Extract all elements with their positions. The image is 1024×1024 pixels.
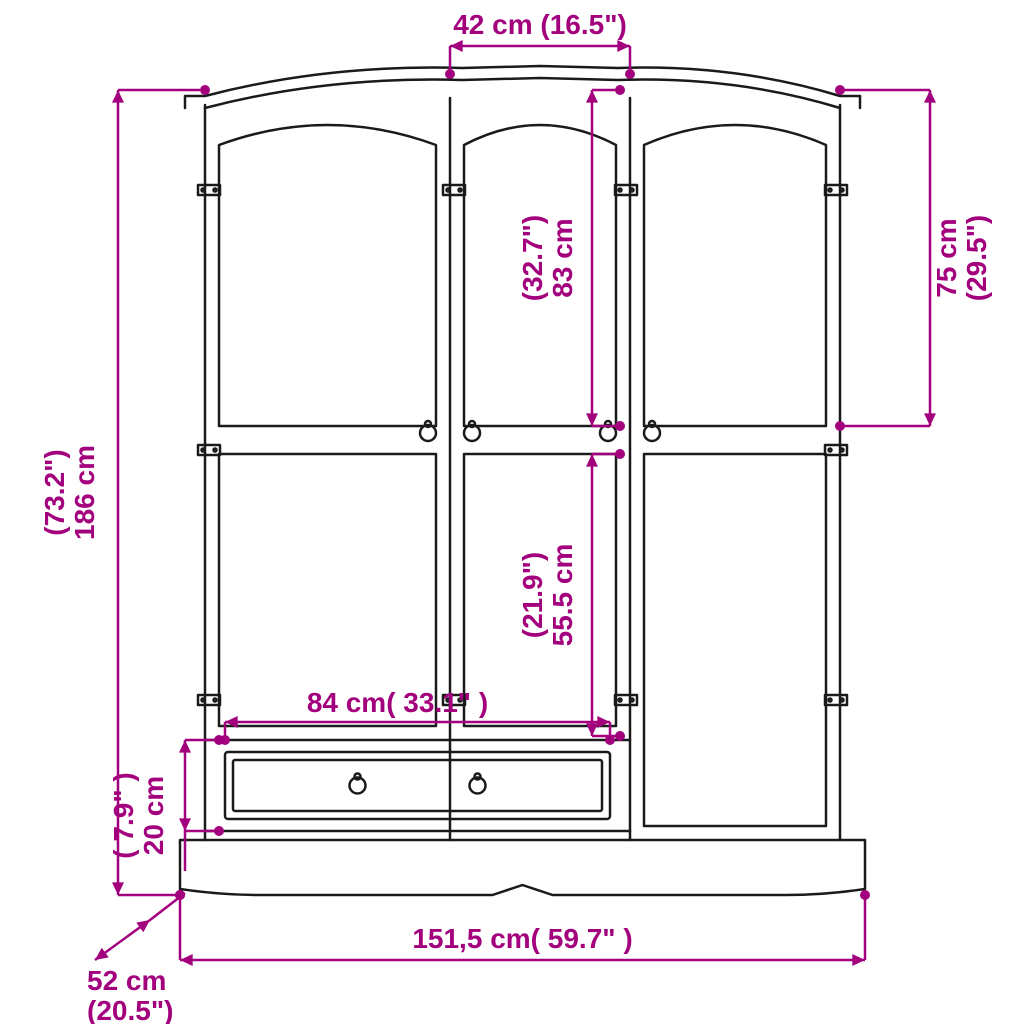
dim-total-height-cm: 186 cm: [69, 445, 100, 540]
dim-drawer-h-in: ( 7.9" ): [108, 772, 139, 858]
dim-upper-h-cm: 83 cm: [547, 218, 578, 297]
dim-depth-cm: 52 cm: [87, 965, 166, 996]
dim-upper-h-in: (32.7"): [517, 215, 548, 301]
dim-drawer-width: 84 cm( 33.1" ): [307, 687, 488, 718]
dim-lower-h-in: (21.9"): [517, 552, 548, 638]
dim-right-h-cm: 75 cm: [931, 218, 962, 297]
dim-depth-in: (20.5"): [87, 995, 173, 1024]
dim-drawer-h-cm: 20 cm: [138, 776, 169, 855]
dim-center-width: 42 cm (16.5"): [453, 9, 627, 40]
dim-lower-h-cm: 55.5 cm: [547, 544, 578, 647]
dim-total-height-in: (73.2"): [39, 449, 70, 535]
dim-right-h-in: (29.5"): [961, 215, 992, 301]
dim-total-width: 151,5 cm( 59.7" ): [412, 923, 632, 954]
wardrobe-outline: [180, 66, 865, 895]
